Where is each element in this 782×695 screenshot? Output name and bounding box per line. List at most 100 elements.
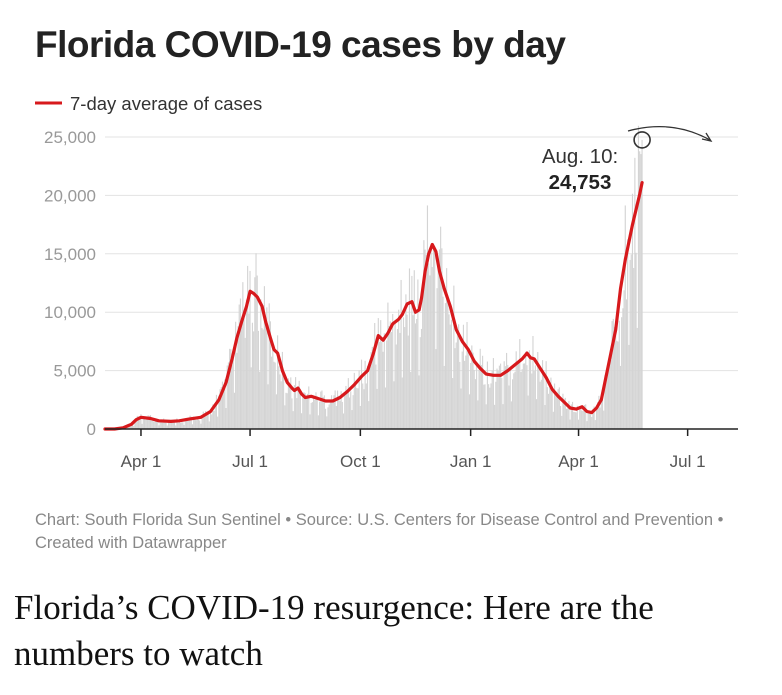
daily-case-bar xyxy=(553,383,556,429)
daily-case-bar xyxy=(384,387,387,429)
daily-case-bar xyxy=(178,419,180,429)
daily-case-bar xyxy=(230,349,232,429)
daily-case-bar xyxy=(354,385,357,429)
daily-case-bar xyxy=(581,410,583,429)
daily-case-bar xyxy=(236,352,238,429)
daily-case-bar xyxy=(515,351,517,429)
daily-case-bar xyxy=(387,302,389,429)
daily-case-bar xyxy=(321,390,323,429)
daily-case-bar xyxy=(175,425,177,429)
daily-case-bar xyxy=(136,415,138,429)
daily-case-bar xyxy=(263,286,265,429)
daily-case-bar xyxy=(181,422,183,429)
daily-case-bar xyxy=(543,374,545,429)
daily-case-bar xyxy=(283,374,285,429)
daily-case-bar xyxy=(454,348,456,429)
daily-case-bar xyxy=(447,297,449,429)
daily-case-bar xyxy=(141,423,143,429)
daily-case-bar xyxy=(616,340,618,429)
daily-case-bar xyxy=(441,248,443,429)
daily-case-bar xyxy=(423,240,425,429)
daily-case-bar xyxy=(383,333,385,429)
daily-case-bar xyxy=(483,384,485,429)
daily-case-bar xyxy=(308,386,310,429)
daily-case-bar xyxy=(436,288,438,429)
daily-case-bar xyxy=(215,394,218,429)
daily-case-bar xyxy=(242,282,244,429)
daily-case-bar xyxy=(250,367,252,429)
daily-case-bar xyxy=(199,420,201,429)
daily-case-bar xyxy=(486,361,488,429)
daily-case-bar xyxy=(479,348,481,429)
daily-case-bar xyxy=(155,418,158,429)
daily-case-bar xyxy=(142,418,144,429)
daily-case-bar xyxy=(346,392,348,429)
daily-case-bar xyxy=(376,388,378,429)
daily-case-bar xyxy=(450,319,453,429)
daily-case-bar xyxy=(428,263,430,429)
daily-case-bar xyxy=(635,252,637,429)
daily-case-bar xyxy=(274,362,276,429)
daily-case-bar xyxy=(477,400,479,429)
daily-case-bar xyxy=(524,363,526,429)
daily-case-bar xyxy=(303,392,305,429)
daily-case-bar xyxy=(520,371,522,429)
daily-case-bar xyxy=(607,369,610,429)
daily-case-bar xyxy=(521,369,523,429)
daily-case-bar xyxy=(227,362,230,429)
daily-case-bar xyxy=(405,294,407,429)
daily-case-bar xyxy=(539,381,541,429)
daily-case-bar xyxy=(380,320,382,429)
daily-case-bar xyxy=(359,405,361,429)
daily-case-bar xyxy=(309,414,311,429)
daily-case-bar xyxy=(297,389,299,429)
daily-case-bar xyxy=(595,406,598,429)
daily-case-bar xyxy=(538,366,540,429)
daily-case-bar xyxy=(196,416,198,429)
daily-case-bar xyxy=(610,360,612,429)
daily-case-bar xyxy=(574,412,576,429)
daily-case-bar xyxy=(233,392,236,429)
daily-case-bar xyxy=(261,327,263,429)
daily-case-bar xyxy=(492,358,494,429)
daily-case-bar xyxy=(286,393,288,429)
daily-case-bar xyxy=(527,395,529,429)
daily-case-bar xyxy=(501,377,503,429)
daily-case-bar xyxy=(547,393,550,429)
y-tick-label: 5,000 xyxy=(53,362,96,381)
daily-case-bar xyxy=(496,368,498,429)
daily-case-bar xyxy=(400,279,402,429)
daily-case-bar xyxy=(147,415,149,429)
daily-case-bar xyxy=(301,413,303,429)
daily-case-bar xyxy=(404,327,406,429)
annotation-value: 24,753 xyxy=(549,171,612,194)
daily-case-bar xyxy=(224,379,226,429)
daily-case-bar xyxy=(546,387,548,429)
daily-case-bar xyxy=(424,249,426,429)
daily-case-bar xyxy=(470,362,472,429)
daily-case-bar xyxy=(495,381,497,429)
daily-case-bar xyxy=(564,397,566,429)
daily-case-bar xyxy=(535,399,538,429)
daily-case-bar xyxy=(211,414,213,429)
daily-case-bar xyxy=(449,324,451,429)
daily-case-bar xyxy=(334,390,336,429)
daily-case-bar xyxy=(466,322,468,429)
daily-case-bar xyxy=(265,317,267,429)
daily-case-bar xyxy=(202,411,204,429)
daily-case-bar xyxy=(259,371,261,429)
daily-case-bar xyxy=(567,408,569,429)
daily-case-bar xyxy=(489,387,491,429)
daily-case-bar xyxy=(185,418,188,429)
daily-case-bar xyxy=(388,325,390,429)
daily-case-bar xyxy=(191,424,194,429)
daily-case-bar xyxy=(177,422,179,429)
daily-case-bar xyxy=(310,402,312,429)
daily-case-bar xyxy=(317,415,319,429)
daily-case-bar xyxy=(467,351,469,429)
daily-case-bar xyxy=(291,398,293,429)
daily-case-bar xyxy=(315,392,317,429)
daily-case-bar xyxy=(358,370,360,429)
legend: 7-day average of cases xyxy=(35,93,262,114)
daily-case-bar xyxy=(362,383,364,429)
